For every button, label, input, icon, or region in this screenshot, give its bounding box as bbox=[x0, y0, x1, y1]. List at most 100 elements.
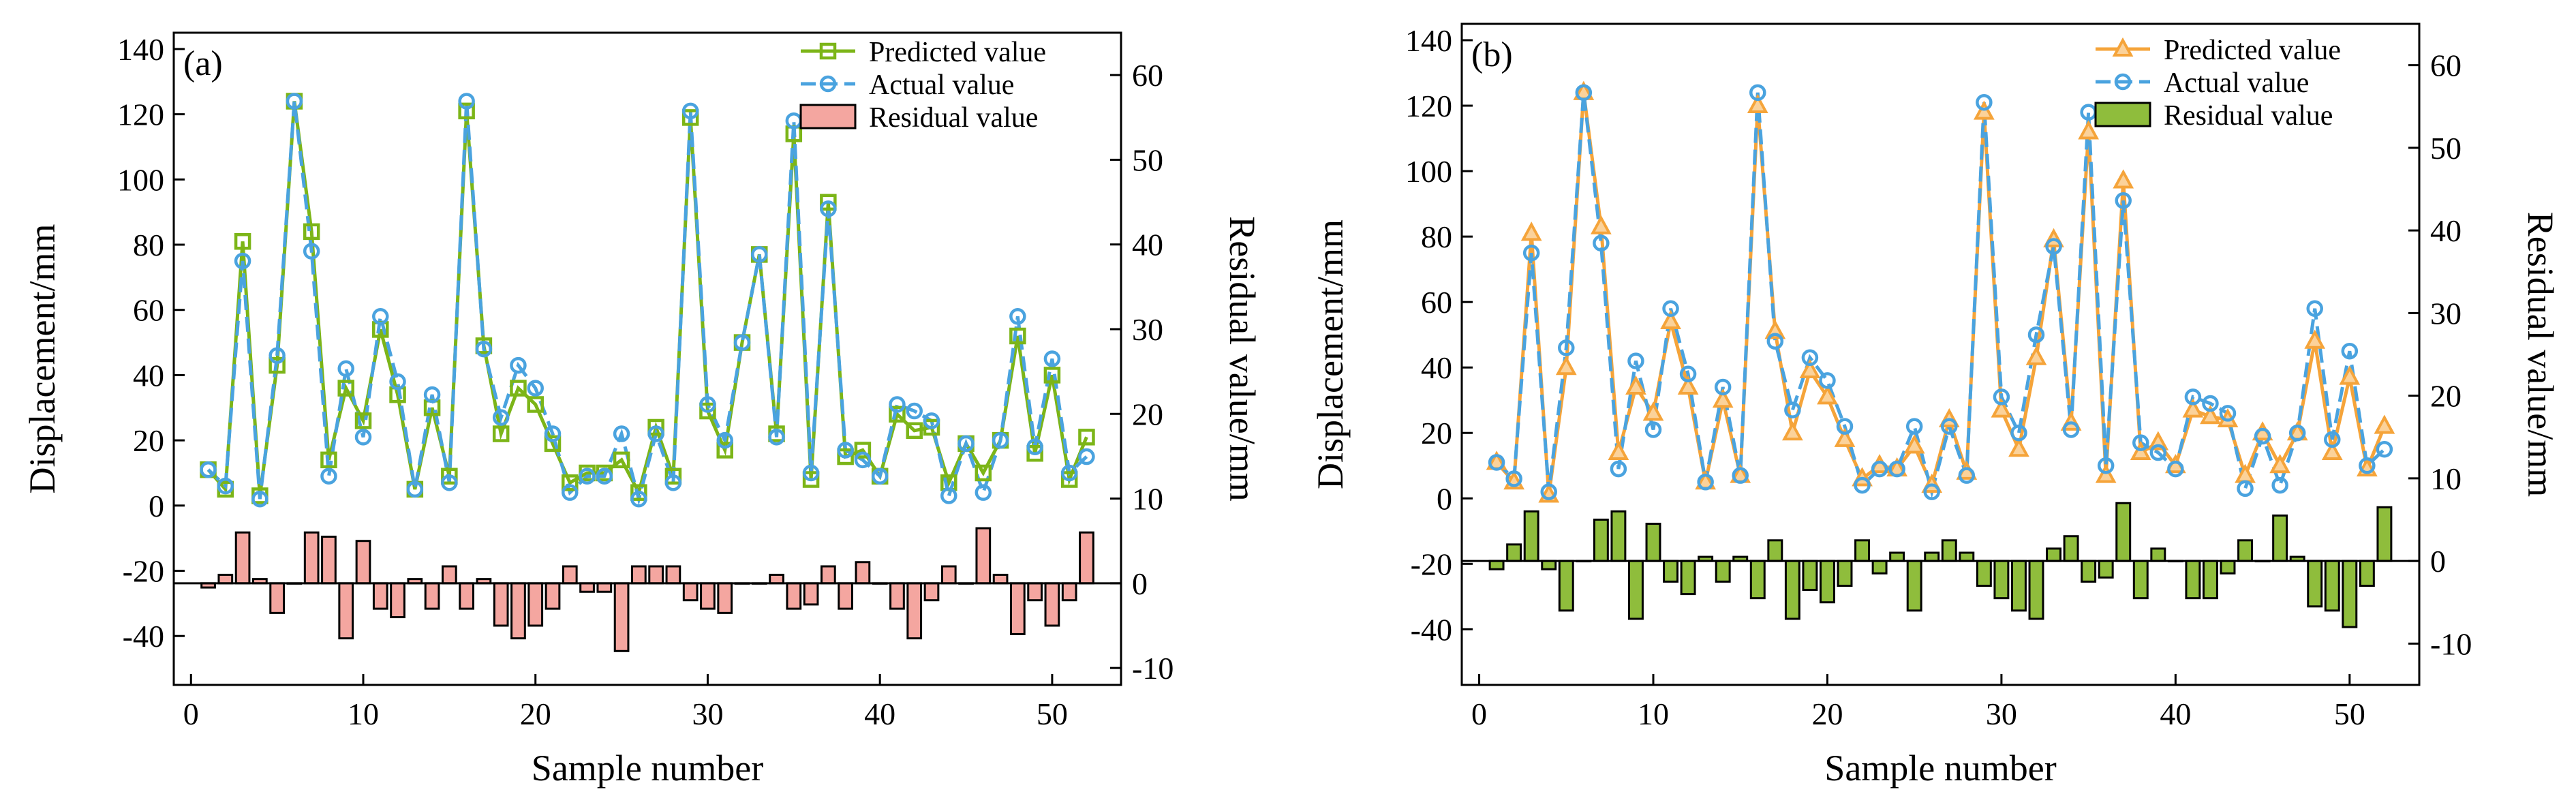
x-tick-label: 20 bbox=[1811, 697, 1843, 731]
legend-predicted-label: Predicted value bbox=[869, 37, 1046, 68]
panel-label: (b) bbox=[1471, 35, 1513, 74]
predicted-point bbox=[527, 396, 544, 413]
actual-point bbox=[1732, 467, 1749, 484]
residual-bar bbox=[338, 582, 354, 640]
actual-point bbox=[2237, 480, 2254, 498]
actual-point bbox=[423, 386, 441, 403]
y-tick-label: 100 bbox=[117, 162, 164, 197]
legend-predicted-marker bbox=[2112, 37, 2134, 57]
predicted-point bbox=[2147, 431, 2169, 450]
legend-predicted-label: Predicted value bbox=[2164, 35, 2341, 66]
actual-point bbox=[889, 396, 906, 413]
predicted-point bbox=[716, 442, 733, 459]
actual-point bbox=[1871, 460, 1888, 478]
actual-point bbox=[1766, 333, 1784, 350]
y2-tick-label: 50 bbox=[1132, 142, 1163, 177]
actual-point bbox=[1610, 460, 1627, 478]
x-axis-label: Sample number bbox=[532, 748, 763, 789]
actual-point bbox=[2097, 457, 2115, 474]
plot-frame bbox=[172, 31, 1122, 686]
actual-point bbox=[1540, 483, 1557, 500]
residual-bar bbox=[2376, 506, 2393, 562]
residual-bar bbox=[321, 536, 337, 585]
x-tick-label: 30 bbox=[692, 697, 723, 731]
predicted-point bbox=[2269, 454, 2291, 474]
predicted-point bbox=[544, 435, 562, 453]
residual-bar bbox=[2063, 535, 2079, 562]
y2-axis-label: Residual value/mm bbox=[2520, 212, 2561, 497]
actual-point bbox=[802, 464, 820, 482]
residual-bar bbox=[545, 582, 561, 610]
actual-point bbox=[751, 246, 768, 263]
residual-bar bbox=[1610, 510, 1627, 562]
y-tick-label: 140 bbox=[117, 32, 164, 67]
residual-bar bbox=[269, 582, 285, 614]
residual-bar bbox=[562, 565, 578, 585]
residual-bar bbox=[234, 531, 251, 585]
actual-point bbox=[1627, 352, 1644, 369]
y-tick-label: -40 bbox=[1411, 612, 1452, 647]
actual-point bbox=[1993, 388, 2010, 406]
y2-tick-label: 50 bbox=[2430, 131, 2462, 166]
predicted-point bbox=[1712, 388, 1734, 408]
residual-bar bbox=[1488, 560, 1505, 570]
residual-bar bbox=[1767, 539, 1783, 562]
actual-point bbox=[2376, 441, 2393, 458]
actual-point bbox=[2288, 424, 2306, 442]
legend-actual-label: Actual value bbox=[2164, 67, 2309, 99]
actual-point bbox=[1078, 448, 1095, 465]
predicted-point bbox=[1555, 356, 1577, 376]
actual-point bbox=[1923, 483, 1940, 500]
predicted-point bbox=[923, 418, 940, 436]
actual-point bbox=[2254, 427, 2271, 445]
plot-frame bbox=[1460, 22, 2421, 686]
actual-point bbox=[200, 461, 217, 478]
residual-bar bbox=[459, 582, 474, 610]
residual-bar bbox=[700, 582, 716, 610]
residual-bar bbox=[2098, 560, 2114, 579]
y-tick-label: 80 bbox=[1421, 219, 1452, 254]
residual-bar bbox=[1959, 551, 1975, 562]
residual-bar bbox=[1027, 582, 1043, 602]
legend-residual-swatch bbox=[2094, 102, 2151, 127]
actual-point bbox=[837, 442, 854, 459]
x-tick-label: 20 bbox=[520, 697, 551, 731]
predicted-point bbox=[2130, 440, 2151, 461]
residual-bar bbox=[424, 582, 440, 610]
x-tick-label: 10 bbox=[1638, 697, 1669, 731]
residual-bar bbox=[1749, 560, 1766, 600]
residual-bar bbox=[493, 582, 509, 627]
predicted-point bbox=[2008, 438, 2029, 457]
y2-tick-label: -10 bbox=[2430, 626, 2472, 661]
residual-bar bbox=[940, 565, 957, 585]
actual-point bbox=[596, 468, 613, 485]
y2-tick-label: 0 bbox=[2430, 544, 2446, 579]
residual-bar bbox=[1558, 560, 1574, 612]
x-tick-label: 0 bbox=[183, 697, 199, 731]
actual-point bbox=[1593, 234, 1610, 251]
residual-bar bbox=[821, 565, 836, 585]
y2-tick-label: 10 bbox=[2430, 461, 2462, 496]
actual-point bbox=[1941, 418, 1958, 435]
y2-tick-label: 40 bbox=[2430, 213, 2462, 248]
y-axis-label: Displacement/mm bbox=[1310, 219, 1351, 489]
residual-bar bbox=[769, 573, 784, 585]
x-tick-label: 10 bbox=[348, 697, 379, 731]
y2-tick-label: 30 bbox=[1132, 312, 1163, 347]
x-tick-label: 50 bbox=[1037, 697, 1068, 731]
residual-bar bbox=[1993, 560, 2010, 600]
y2-tick-label: 40 bbox=[1132, 228, 1163, 262]
actual-point bbox=[854, 451, 872, 469]
residual-bar bbox=[1680, 560, 1696, 596]
predicted-point bbox=[1764, 320, 1786, 339]
actual-point bbox=[1026, 438, 1043, 455]
residual-bar bbox=[2010, 560, 2027, 612]
predicted-point bbox=[664, 468, 682, 485]
actual-point bbox=[337, 360, 354, 378]
predicted-point bbox=[889, 406, 906, 423]
predicted-point bbox=[1781, 421, 1803, 441]
actual-point bbox=[475, 340, 493, 358]
predicted-point bbox=[303, 223, 320, 241]
residual-bar bbox=[2028, 560, 2044, 620]
